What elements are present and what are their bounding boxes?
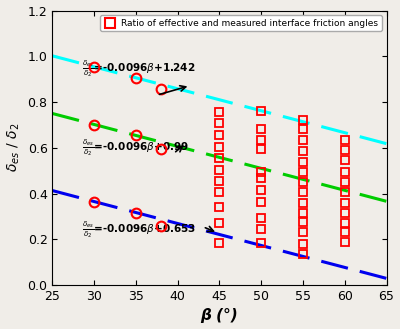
- Text: $\frac{\delta_{es}}{\delta_2}$=-0.0096$\beta$+1.242: $\frac{\delta_{es}}{\delta_2}$=-0.0096$\…: [82, 58, 195, 79]
- X-axis label: β (°): β (°): [200, 309, 238, 323]
- Text: $\frac{\delta_{es}}{\delta_2}$=-0.0096$\beta$+0.99: $\frac{\delta_{es}}{\delta_2}$=-0.0096$\…: [82, 137, 188, 158]
- Text: $\frac{\delta_{es}}{\delta_2}$=-0.0096$\beta$+0.653: $\frac{\delta_{es}}{\delta_2}$=-0.0096$\…: [82, 219, 196, 240]
- Legend: Ratio of effective and measured interface friction angles: Ratio of effective and measured interfac…: [100, 15, 382, 31]
- Y-axis label: $\delta_{es}\ /\ \delta_2$: $\delta_{es}\ /\ \delta_2$: [6, 123, 22, 172]
